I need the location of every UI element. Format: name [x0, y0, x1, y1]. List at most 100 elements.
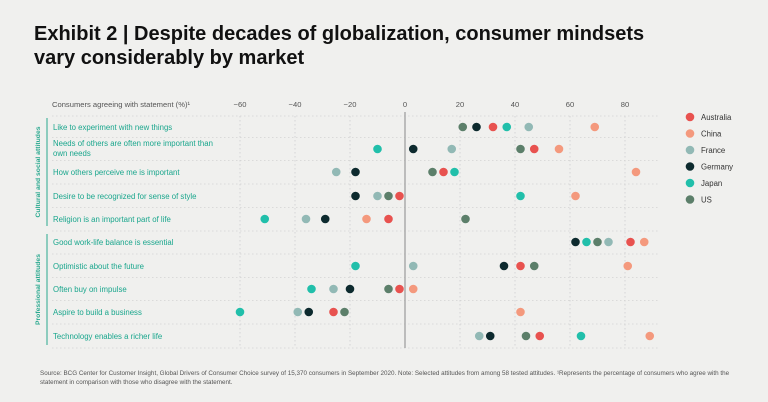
dot-germany — [351, 167, 360, 177]
statement-label: Aspire to build a business — [53, 308, 142, 317]
legend-item: Australia — [685, 112, 732, 122]
dot-france — [301, 214, 311, 224]
dot-china — [645, 331, 655, 341]
dot-us — [340, 307, 349, 317]
source-note: Source: BCG Center for Customer Insight,… — [40, 370, 730, 386]
statement-label: Technology enables a richer life — [53, 332, 162, 341]
dot-germany — [304, 307, 314, 317]
statement-label: Like to experiment with new things — [53, 123, 172, 132]
x-axis-tick-labels: −60 −40 −20 0 20 40 60 80 — [234, 100, 630, 109]
dot-us — [516, 144, 525, 154]
statement-label: Needs of others are often more important… — [53, 139, 213, 158]
legend-label: US — [701, 196, 712, 205]
dot-france — [447, 144, 457, 154]
x-tick-label: 20 — [456, 100, 464, 109]
dot-china — [631, 167, 641, 177]
dot-japan — [450, 167, 459, 177]
dot-germany — [499, 261, 509, 271]
dot-us — [384, 284, 393, 294]
statement-label: Optimistic about the future — [53, 262, 144, 271]
dot-japan — [582, 237, 591, 247]
dot-china — [571, 191, 580, 201]
dot-australia — [529, 144, 539, 154]
legend-marker — [685, 178, 695, 188]
legend-marker — [685, 195, 695, 204]
dot-australia — [488, 122, 498, 132]
statement-row: Aspire to build a business — [53, 307, 525, 317]
dot-germany — [345, 284, 355, 294]
statement-row: Optimistic about the future — [53, 261, 633, 271]
x-tick-label: −60 — [234, 100, 247, 109]
statement-label: Religion is an important part of life — [53, 215, 171, 224]
x-tick-label: 40 — [511, 100, 519, 109]
dot-france — [604, 237, 613, 247]
dot-australia — [395, 191, 404, 201]
dot-australia — [626, 237, 635, 247]
group-label: Professional attitudes — [35, 254, 42, 325]
dot-us — [529, 261, 539, 271]
x-tick-label: −40 — [289, 100, 302, 109]
dot-japan — [576, 331, 586, 341]
group-label: Cultural and social attitudes — [35, 126, 42, 217]
legend-label: Japan — [701, 179, 722, 188]
dot-japan — [516, 191, 525, 201]
legend-item: Japan — [685, 178, 722, 188]
dot-australia — [516, 261, 525, 271]
dot-china — [554, 144, 564, 154]
dot-australia — [395, 284, 404, 294]
dot-france — [293, 307, 303, 317]
legend-label: France — [701, 146, 725, 155]
dot-japan — [260, 214, 270, 224]
x-tick-label: −20 — [344, 100, 357, 109]
dot-germany — [485, 331, 495, 341]
x-axis-label: Consumers agreeing with statement (%)¹ — [52, 100, 190, 109]
dot-us — [458, 122, 468, 132]
statement-label: Good work-life balance is essential — [53, 238, 174, 247]
statement-row: Desire to be recognized for sense of sty… — [53, 191, 580, 201]
dot-us — [428, 167, 437, 177]
statement-label: Often buy on impulse — [53, 285, 127, 294]
statement-row: Technology enables a richer life — [53, 331, 655, 341]
dot-japan — [351, 261, 360, 271]
legend-label: China — [701, 130, 722, 139]
statement-row: How others perceive me is important — [53, 167, 641, 177]
dot-china — [639, 237, 649, 247]
dot-china — [590, 122, 600, 132]
chart-title-line-1: Exhibit 2 | Despite decades of globaliza… — [34, 23, 645, 45]
group-labels: Cultural and social attitudes Professiona… — [35, 118, 48, 345]
dot-us — [384, 191, 393, 201]
statement-row: Needs of others are often more important… — [53, 139, 564, 158]
x-tick-label: 80 — [621, 100, 629, 109]
x-tick-label: 60 — [566, 100, 574, 109]
dot-china — [362, 214, 371, 224]
dot-china — [623, 261, 633, 271]
dot-germany — [571, 237, 580, 247]
statement-label: How others perceive me is important — [53, 168, 180, 177]
dot-australia — [384, 214, 393, 224]
dot-australia — [439, 167, 448, 177]
statement-row: Like to experiment with new things — [53, 122, 600, 132]
dot-japan — [502, 122, 512, 132]
legend-item: China — [685, 129, 722, 139]
dot-germany — [408, 144, 418, 154]
statement-rows: Like to experiment with new things Needs … — [53, 122, 655, 341]
statement-row: Religion is an important part of life — [53, 214, 470, 224]
gridlines — [52, 112, 660, 349]
dot-japan — [235, 307, 245, 317]
legend-item: France — [685, 145, 725, 155]
dot-germany — [351, 191, 360, 201]
dot-france — [329, 284, 338, 294]
dot-france — [373, 191, 382, 201]
dot-france — [474, 331, 484, 341]
chart-title-line-2: vary considerably by market — [34, 47, 305, 69]
legend-item: US — [685, 195, 712, 205]
legend-marker — [685, 112, 695, 122]
legend-marker — [685, 129, 695, 138]
legend: Australia China France Germany Japan US — [685, 112, 733, 205]
legend-label: Germany — [701, 163, 733, 172]
statement-label: Desire to be recognized for sense of sty… — [53, 192, 196, 201]
x-tick-label: 0 — [403, 100, 407, 109]
dot-australia — [329, 307, 338, 317]
chart-title: Exhibit 2 | Despite decades of globaliza… — [34, 22, 674, 70]
dot-france — [331, 167, 341, 177]
